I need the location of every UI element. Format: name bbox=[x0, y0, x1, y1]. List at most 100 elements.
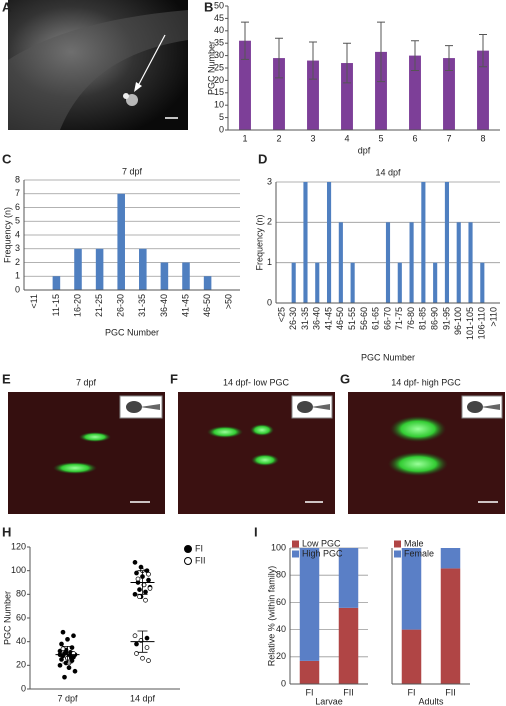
panel-label: E bbox=[2, 371, 11, 386]
legend-label: High PGC bbox=[302, 548, 343, 558]
panel-label: D bbox=[258, 151, 267, 166]
y-tick-label: 3 bbox=[267, 176, 272, 186]
bar bbox=[95, 248, 104, 290]
y-tick-label: 6 bbox=[15, 202, 20, 212]
x-tick-label: 1 bbox=[242, 133, 247, 143]
y-tick-label: 0 bbox=[219, 124, 224, 134]
x-tick-label: 61-65 bbox=[371, 307, 381, 330]
y-axis-label: Frequency (n) bbox=[254, 214, 264, 270]
x-tick-label: 51-55 bbox=[347, 307, 357, 330]
x-tick-label: 4 bbox=[344, 133, 349, 143]
x-tick-label: 7 bbox=[446, 133, 451, 143]
x-tick-label: FI bbox=[306, 687, 314, 697]
legend-label: Male bbox=[404, 538, 424, 548]
bar bbox=[341, 63, 353, 130]
x-tick-label: 46-50 bbox=[202, 294, 212, 317]
x-tick-label: 26-30 bbox=[288, 307, 298, 330]
x-axis-label: PGC Number bbox=[361, 352, 415, 362]
x-tick-label: 96-100 bbox=[453, 307, 463, 335]
x-tick-label: 101-105 bbox=[465, 307, 475, 340]
legend-swatch bbox=[394, 550, 401, 558]
point bbox=[146, 658, 151, 663]
y-tick-label: 80 bbox=[276, 570, 286, 580]
point bbox=[146, 577, 151, 583]
x-tick-label: 5 bbox=[378, 133, 383, 143]
legend-label: FII bbox=[195, 555, 206, 565]
legend-swatch bbox=[394, 540, 401, 548]
panel-label: H bbox=[2, 524, 11, 539]
image-f bbox=[178, 392, 335, 514]
image-a bbox=[8, 0, 188, 130]
y-tick-label: 2 bbox=[15, 257, 20, 267]
x-axis-label: Adults bbox=[418, 696, 444, 706]
bar bbox=[338, 222, 343, 303]
x-axis-label: dpf bbox=[358, 145, 371, 155]
bar bbox=[385, 222, 391, 303]
legend-swatch bbox=[292, 550, 299, 558]
x-tick-label: 91-95 bbox=[441, 307, 451, 330]
point bbox=[144, 645, 150, 650]
x-tick-label: 66-70 bbox=[382, 307, 392, 330]
bar bbox=[182, 262, 190, 290]
bar bbox=[307, 60, 319, 131]
point bbox=[72, 668, 78, 674]
x-tick-label: <25 bbox=[276, 307, 286, 322]
y-axis-label: PGC Number bbox=[206, 41, 216, 95]
x-tick-label: 11-15 bbox=[51, 294, 61, 316]
sd-bar bbox=[137, 570, 148, 595]
x-tick-label: >50 bbox=[224, 294, 234, 309]
image-title: 14 dpf- low PGC bbox=[223, 377, 290, 387]
legend-swatch bbox=[292, 540, 299, 548]
bar bbox=[421, 182, 426, 303]
y-tick-label: 1 bbox=[15, 271, 20, 281]
legend-label: Female bbox=[404, 548, 434, 558]
point bbox=[143, 597, 148, 603]
point bbox=[60, 629, 66, 635]
x-tick-label: 6 bbox=[412, 133, 417, 143]
point bbox=[137, 587, 142, 592]
x-tick-label: 8 bbox=[480, 133, 485, 143]
panel-label: F bbox=[170, 371, 178, 386]
point bbox=[132, 633, 138, 639]
x-tick-label: 31-35 bbox=[137, 294, 147, 317]
y-axis-label: Relative % (within family) bbox=[266, 566, 276, 667]
y-axis-label: PGC Number bbox=[2, 591, 12, 645]
bar bbox=[291, 262, 296, 303]
bar bbox=[117, 193, 125, 290]
bar bbox=[326, 182, 332, 303]
bar bbox=[239, 40, 251, 130]
error-bar bbox=[309, 41, 317, 80]
x-tick-label: 3 bbox=[310, 133, 315, 143]
x-tick-label: 36-40 bbox=[312, 307, 322, 330]
y-tick-label: 20 bbox=[16, 660, 26, 670]
y-tick-label: 10 bbox=[214, 100, 224, 110]
bar bbox=[203, 276, 212, 290]
y-tick-label: 5 bbox=[15, 216, 20, 226]
x-tick-label: 16-20 bbox=[72, 294, 82, 317]
x-tick-label: 26-30 bbox=[116, 294, 126, 317]
bar bbox=[477, 50, 489, 130]
point bbox=[59, 641, 64, 647]
y-tick-label: 80 bbox=[16, 589, 26, 599]
y-tick-label: 20 bbox=[276, 651, 286, 661]
point bbox=[60, 646, 66, 652]
point bbox=[132, 591, 138, 597]
x-tick-label: >110 bbox=[488, 307, 498, 327]
bar-segment bbox=[440, 548, 461, 569]
bar-segment bbox=[401, 548, 422, 630]
x-tick-label: 14 dpf bbox=[130, 693, 156, 703]
x-tick-label: 86-90 bbox=[430, 307, 440, 330]
bar bbox=[160, 262, 169, 290]
y-tick-label: 100 bbox=[271, 542, 286, 552]
y-tick-label: 30 bbox=[214, 50, 224, 60]
x-tick-label: 41-45 bbox=[323, 307, 333, 330]
bar bbox=[273, 58, 285, 130]
y-tick-label: 3 bbox=[15, 243, 20, 253]
point bbox=[147, 586, 153, 591]
sd-bar bbox=[62, 646, 73, 664]
bar-segment bbox=[338, 607, 359, 684]
point bbox=[134, 570, 139, 576]
point bbox=[62, 674, 67, 680]
point bbox=[134, 641, 139, 647]
